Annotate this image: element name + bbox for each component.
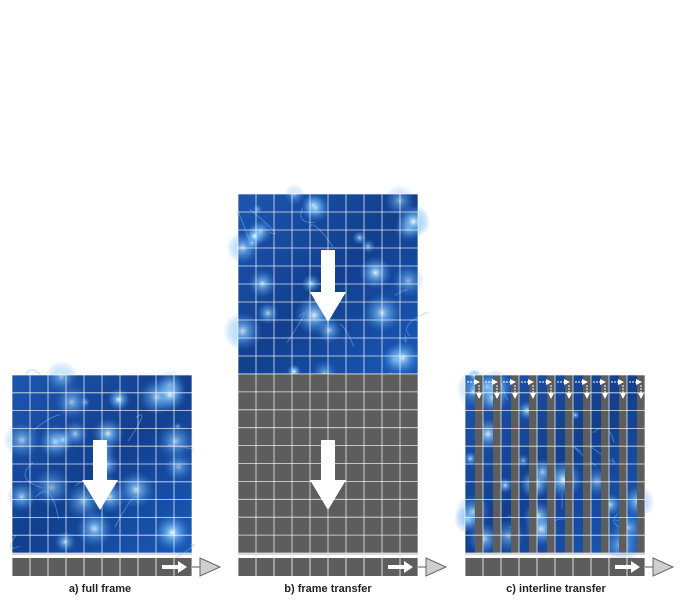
star-glow	[45, 361, 77, 393]
filament	[26, 370, 40, 376]
star-glow	[154, 514, 190, 550]
star-glow	[3, 422, 40, 459]
star-glow	[284, 184, 305, 205]
star-glow	[54, 531, 76, 553]
star-glow	[352, 231, 366, 245]
output-amplifier	[426, 558, 446, 576]
star-glow	[248, 269, 277, 298]
star-glow	[386, 341, 420, 375]
output-amplifier	[653, 558, 673, 576]
star-glow	[302, 274, 321, 293]
panel-label: c) interline transfer	[506, 583, 606, 595]
star-glow	[244, 226, 265, 247]
star-glow	[257, 302, 279, 324]
star-glow	[107, 388, 130, 411]
star-glow	[396, 205, 430, 239]
star-glow	[32, 468, 72, 508]
star-glow	[153, 378, 186, 411]
panel-label: b) frame transfer	[284, 583, 372, 595]
page: a) full frame b) frame transfer c) interli…	[0, 0, 685, 599]
output-amplifier	[200, 558, 220, 576]
panel-label: a) full frame	[69, 583, 131, 595]
star-glow	[455, 494, 491, 530]
star-glow	[164, 452, 193, 481]
diagram: a) full frame b) frame transfer c) interli…	[0, 0, 685, 599]
star-glow	[80, 397, 90, 407]
star-glow	[117, 471, 155, 509]
star-glow	[392, 264, 425, 297]
